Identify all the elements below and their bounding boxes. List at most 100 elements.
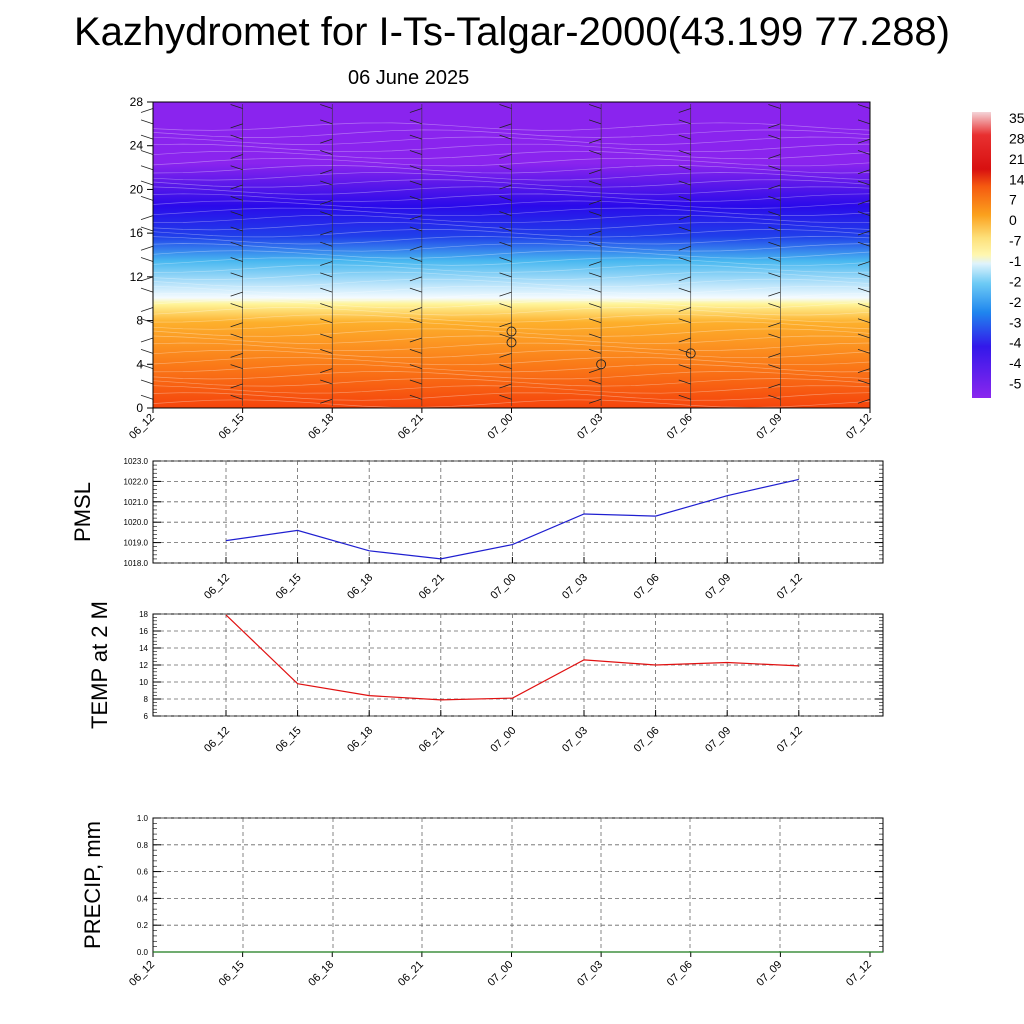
x-tick-label: 06_21 [417,725,447,755]
y-tick-label: 10 [139,678,148,687]
x-tick-label: 07_00 [488,725,518,755]
wind-barb [768,165,781,171]
wind-barb [409,134,423,140]
y-tick-label: 16 [139,627,148,636]
wind-barb [320,230,333,236]
wind-barb [140,379,154,385]
y-axis-label: PRECIP, mm [80,821,105,949]
y-tick-label: 1020.0 [124,518,149,527]
wind-barb [409,108,423,113]
calm-marker [506,337,517,348]
wind-barb [768,123,781,129]
wind-barb [140,276,154,282]
wind-barb [320,379,333,385]
wind-barb [768,184,781,190]
y-tick-label: 8 [144,695,149,704]
wind-barb [409,119,423,125]
wind-barb [768,333,781,339]
wind-barb [409,150,423,155]
wind-barb [320,348,333,354]
wind-barb [499,383,512,389]
x-tick-label: 06_15 [217,959,247,989]
wind-barb [320,169,333,175]
wind-barb [768,352,781,358]
wind-barb [768,104,781,109]
chart-title: Kazhydromet for I-Ts-Talgar-2000(43.199 … [73,10,950,54]
wind-barb [678,364,691,370]
x-tick-label: 07_06 [665,959,695,989]
wind-barb [320,303,333,308]
wind-barb [320,333,333,339]
wind-barb [230,104,243,109]
wind-barb [230,154,243,159]
wind-barb [499,134,512,140]
y-tick-label: 14 [139,644,148,653]
wind-barb [857,119,871,125]
wind-barb [857,169,871,175]
wind-barb [678,276,691,282]
wind-barb [768,226,781,232]
wind-barb [230,165,243,171]
x-tick-label: 06_18 [345,572,375,602]
wind-barb [768,322,781,328]
wind-barb [588,211,602,217]
y-tick-label: 1022.0 [124,477,149,486]
wind-barb [140,108,154,113]
wind-barb [230,184,243,190]
wind-barb [320,150,333,155]
wind-barb [320,104,333,109]
wind-barb [230,272,243,278]
x-tick-label: 07_12 [775,572,805,602]
wind-barb [499,394,512,400]
wind-barb [140,215,154,221]
wind-barb [320,180,333,186]
wind-barb [857,379,871,385]
y-tick-label: 1019.0 [124,539,149,548]
wind-barb [678,348,691,354]
colorbar [972,112,991,398]
x-tick-label: 06_21 [417,572,447,602]
wind-barb [499,104,512,109]
wind-barb [857,398,871,404]
x-tick-label: 07_00 [486,412,516,442]
wind-barb [499,303,512,308]
colorbar-label: 0 [1009,212,1017,228]
wind-barb [230,123,243,129]
y-tick-label: 12 [139,661,148,670]
wind-barb [140,307,154,312]
x-tick-label: 07_03 [575,959,605,989]
wind-barb [320,138,333,144]
wind-barb [857,261,871,266]
wind-barb [230,226,243,232]
wind-barb [588,230,602,236]
wind-barb [409,165,423,171]
y-tick-label: 20 [130,182,144,196]
panel-frame [152,817,884,953]
y-tick-label: 1023.0 [124,457,149,466]
wind-barb [140,195,154,201]
wind-barb [588,287,602,293]
wind-barb [230,257,243,262]
x-tick-label: 07_00 [486,959,516,989]
wind-barb [678,394,691,400]
y-tick-label: 28 [130,95,144,109]
y-tick-label: 6 [144,712,149,721]
wind-barb [499,272,512,278]
wind-barb [140,150,154,155]
wind-barb [499,333,512,339]
wind-barb [857,241,871,247]
x-tick-label: 07_06 [632,572,662,602]
x-tick-label: 07_06 [665,412,695,442]
wind-barb [499,165,512,171]
x-tick-label: 07_09 [754,412,784,442]
wind-barb [857,104,871,109]
wind-barb [678,108,691,113]
wind-barb [140,394,154,400]
wind-barb [409,394,423,400]
wind-barb [409,337,423,343]
y-tick-label: 0.8 [137,841,149,850]
x-tick-label: 07_12 [844,959,874,989]
wind-barb [409,318,423,324]
wind-barb [140,337,154,343]
wind-barb [678,245,691,251]
